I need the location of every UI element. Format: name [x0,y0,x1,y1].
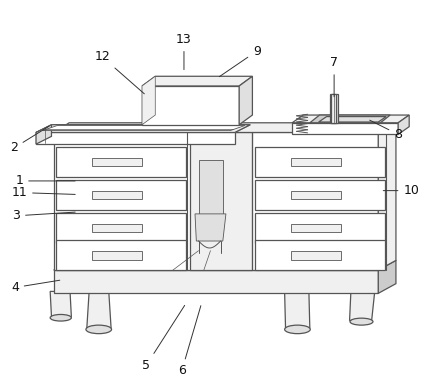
Polygon shape [36,125,51,144]
Polygon shape [50,291,71,317]
Bar [56,213,186,243]
Polygon shape [142,76,253,86]
Polygon shape [54,270,378,293]
Bar [56,240,186,270]
Bar [93,191,142,200]
Polygon shape [54,260,396,270]
Ellipse shape [350,318,373,325]
Bar [291,191,341,200]
Polygon shape [310,115,390,123]
Text: 7: 7 [330,56,338,97]
Text: 9: 9 [219,45,261,77]
Polygon shape [239,76,253,125]
Text: 2: 2 [10,126,49,154]
Polygon shape [378,123,396,270]
Bar [255,213,385,243]
Bar [93,158,142,166]
Polygon shape [195,214,226,241]
Polygon shape [87,293,111,328]
Text: 12: 12 [94,51,144,94]
Bar [291,158,341,166]
Polygon shape [36,125,250,133]
Polygon shape [36,133,235,144]
Polygon shape [43,126,245,131]
Bar [93,224,142,232]
Bar [93,251,142,259]
Bar [198,159,223,214]
Bar [291,251,341,259]
Polygon shape [285,293,310,328]
Bar [291,224,341,232]
Text: 5: 5 [143,305,185,371]
Bar [331,94,336,123]
Polygon shape [36,125,250,133]
Polygon shape [54,123,396,133]
Polygon shape [378,260,396,293]
Ellipse shape [50,314,71,321]
Polygon shape [398,115,409,135]
Bar [255,180,385,210]
Bar [190,133,252,270]
Bar [330,94,338,123]
Bar [56,180,186,210]
Text: 8: 8 [370,120,402,141]
Polygon shape [319,117,386,122]
Text: 10: 10 [383,184,420,197]
Text: 11: 11 [12,186,75,199]
Polygon shape [350,291,375,321]
Polygon shape [142,76,155,125]
Text: 13: 13 [176,33,192,70]
Ellipse shape [86,325,112,334]
Ellipse shape [285,325,310,334]
Polygon shape [142,86,239,125]
Polygon shape [292,115,409,123]
Text: 6: 6 [178,306,201,377]
Polygon shape [292,123,398,135]
Bar [56,147,186,177]
Bar [255,240,385,270]
Text: 3: 3 [12,209,75,223]
Text: 1: 1 [16,174,75,187]
Bar [255,147,385,177]
Polygon shape [54,133,378,270]
Text: 4: 4 [11,280,60,294]
